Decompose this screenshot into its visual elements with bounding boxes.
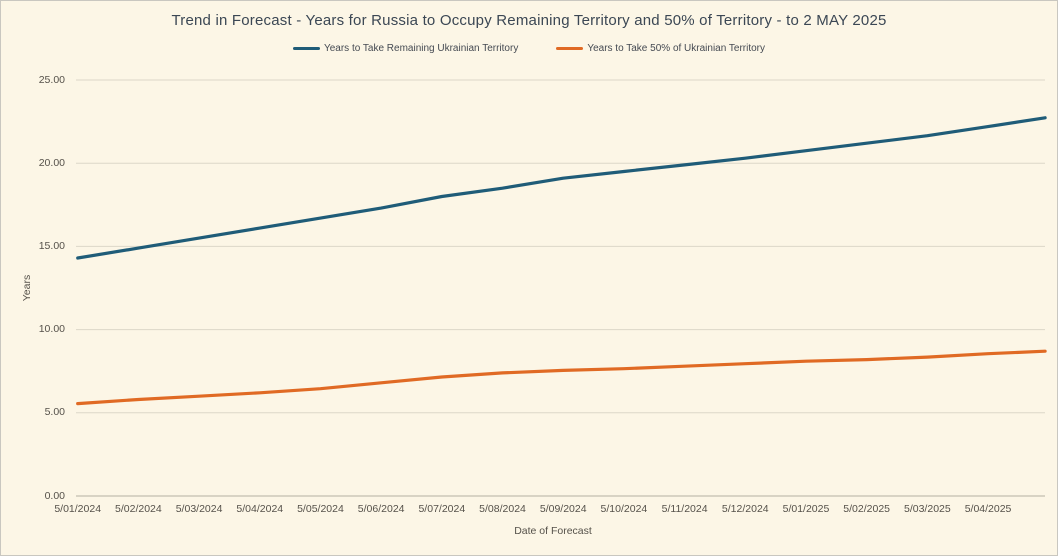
legend-label: Years to Take 50% of Ukrainian Territory [587, 43, 766, 54]
x-tick-label: 5/11/2024 [661, 503, 708, 515]
y-axis-title: Years [21, 274, 33, 302]
x-tick-label: 5/10/2024 [600, 503, 648, 515]
legend-item-50pct-territory: Years to Take 50% of Ukrainian Territory [556, 43, 765, 54]
legend-item-remaining-territory: Years to Take Remaining Ukrainian Territ… [292, 43, 519, 54]
x-tick-label: 5/05/2024 [297, 503, 344, 515]
legend-line-swatch-blue [292, 46, 320, 51]
x-tick-label: 5/09/2024 [539, 503, 587, 515]
series-line-0 [76, 116, 1047, 260]
x-tick-label: 5/07/2024 [418, 503, 466, 515]
y-tick-label: 5.00 [44, 406, 65, 419]
chart-svg [76, 79, 1047, 497]
x-tick-label: 5/12/2024 [721, 503, 769, 515]
legend-line-swatch-orange [556, 46, 584, 51]
x-axis-title: Date of Forecast [514, 525, 592, 537]
y-tick-label: 0.00 [44, 489, 65, 502]
y-tick-label: 25.00 [38, 73, 65, 86]
chart-title: Trend in Forecast - Years for Russia to … [171, 12, 887, 29]
x-tick-label: 5/04/2025 [964, 503, 1012, 515]
x-tick-label: 5/03/2025 [904, 503, 951, 515]
x-tick-label: 5/02/2024 [115, 503, 162, 515]
y-tick-label: 20.00 [38, 156, 65, 169]
y-tick-label: 10.00 [38, 323, 65, 336]
x-tick-label: 5/08/2024 [479, 503, 526, 515]
series-line-1 [76, 349, 1047, 406]
x-tick-label: 5/02/2025 [843, 503, 891, 515]
y-tick-label: 15.00 [38, 239, 65, 252]
x-tick-label: 5/01/2025 [782, 503, 830, 515]
legend-label: Years to Take Remaining Ukrainian Territ… [323, 43, 519, 54]
x-tick-label: 5/03/2024 [175, 503, 223, 515]
x-tick-label: 5/01/2024 [54, 503, 102, 515]
x-tick-label: 5/04/2024 [236, 503, 284, 515]
x-tick-label: 5/06/2024 [357, 503, 405, 515]
legend: Years to Take Remaining Ukrainian Territ… [1, 43, 1057, 54]
